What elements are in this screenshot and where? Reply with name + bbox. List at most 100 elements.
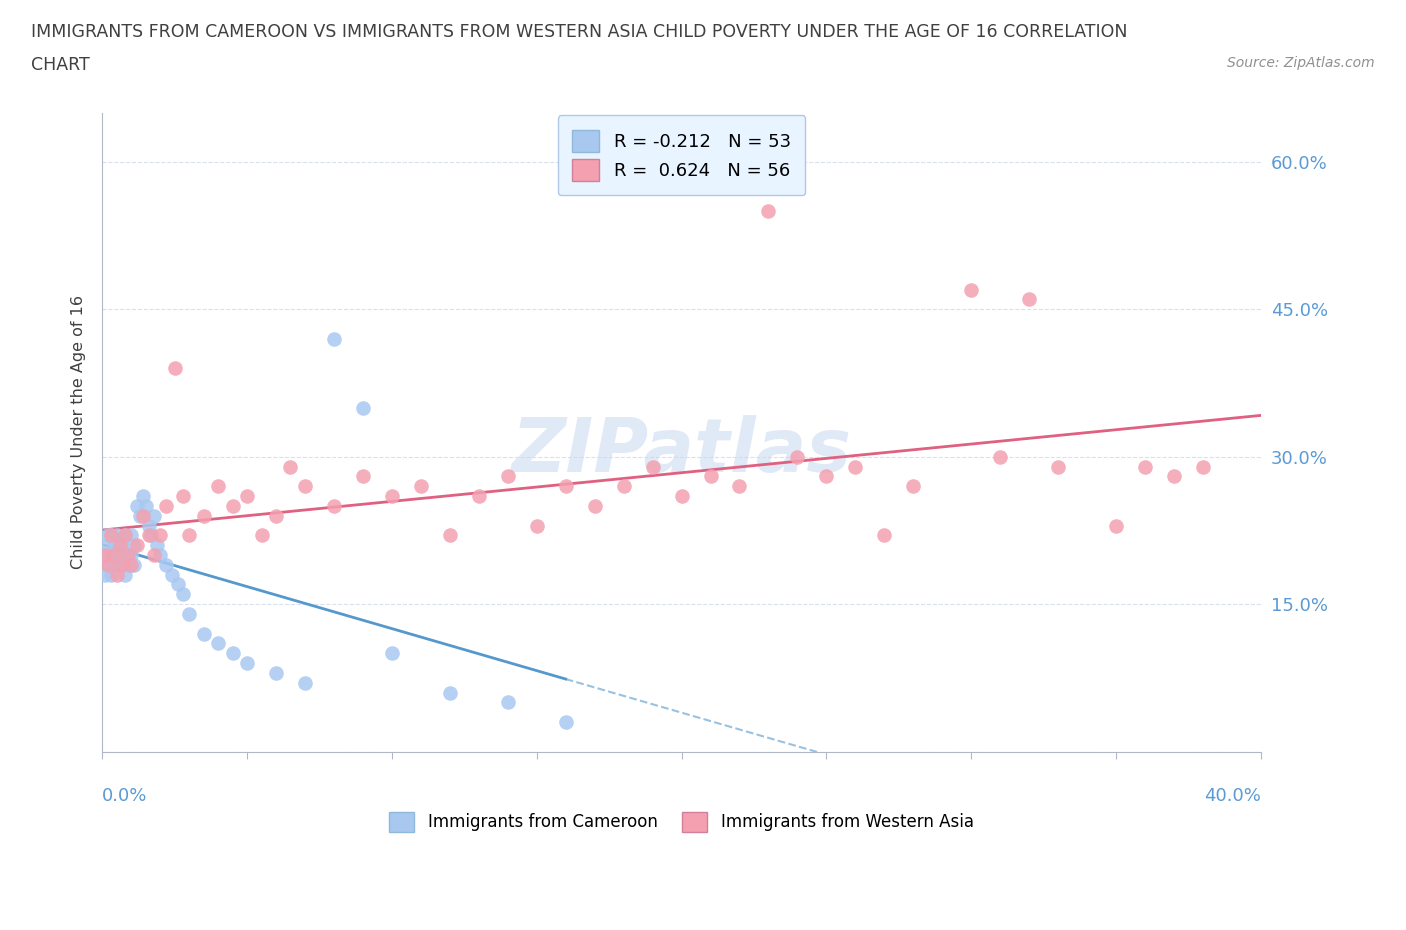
Point: [114, 548, 136, 563]
Point: [100, 548, 122, 563]
Point: [409, 479, 432, 494]
Point: [758, 204, 780, 219]
Point: [122, 538, 145, 552]
Point: [138, 528, 160, 543]
Point: [125, 538, 148, 552]
Point: [97, 557, 120, 572]
Point: [381, 645, 404, 660]
Point: [166, 577, 188, 591]
Point: [111, 557, 134, 572]
Point: [526, 518, 548, 533]
Point: [172, 488, 194, 503]
Point: [111, 538, 134, 552]
Point: [100, 528, 122, 543]
Point: [844, 459, 866, 474]
Point: [873, 528, 896, 543]
Point: [117, 557, 139, 572]
Point: [143, 548, 166, 563]
Point: [193, 626, 215, 641]
Point: [815, 469, 838, 484]
Point: [117, 548, 139, 563]
Point: [122, 557, 145, 572]
Point: [146, 538, 169, 552]
Point: [671, 488, 693, 503]
Point: [132, 508, 155, 523]
Point: [103, 557, 125, 572]
Point: [496, 469, 519, 484]
Point: [108, 548, 131, 563]
Point: [143, 508, 166, 523]
Point: [988, 449, 1011, 464]
Point: [583, 498, 606, 513]
Point: [120, 528, 142, 543]
Text: 40.0%: 40.0%: [1204, 787, 1261, 804]
Point: [103, 538, 125, 552]
Point: [439, 685, 461, 700]
Point: [97, 538, 120, 552]
Point: [105, 528, 128, 543]
Point: [163, 361, 186, 376]
Point: [728, 479, 751, 494]
Point: [1163, 469, 1185, 484]
Point: [141, 528, 163, 543]
Point: [236, 656, 259, 671]
Point: [120, 548, 142, 563]
Point: [97, 557, 120, 572]
Point: [193, 508, 215, 523]
Point: [155, 498, 177, 513]
Text: CHART: CHART: [31, 56, 90, 73]
Point: [100, 528, 122, 543]
Point: [323, 498, 346, 513]
Point: [699, 469, 721, 484]
Point: [221, 498, 243, 513]
Point: [468, 488, 491, 503]
Point: [294, 675, 316, 690]
Point: [613, 479, 636, 494]
Point: [786, 449, 808, 464]
Point: [105, 567, 128, 582]
Point: [111, 557, 134, 572]
Point: [264, 666, 287, 681]
Point: [179, 528, 201, 543]
Point: [94, 567, 117, 582]
Point: [132, 488, 155, 503]
Point: [172, 587, 194, 602]
Point: [903, 479, 925, 494]
Point: [1047, 459, 1070, 474]
Point: [149, 528, 172, 543]
Point: [120, 557, 142, 572]
Point: [105, 557, 128, 572]
Point: [138, 518, 160, 533]
Point: [114, 567, 136, 582]
Point: [105, 548, 128, 563]
Point: [103, 548, 125, 563]
Point: [496, 695, 519, 710]
Point: [100, 567, 122, 582]
Point: [554, 714, 576, 729]
Point: [1018, 292, 1040, 307]
Point: [97, 528, 120, 543]
Point: [554, 479, 576, 494]
Text: 0.0%: 0.0%: [103, 787, 148, 804]
Legend: Immigrants from Cameroon, Immigrants from Western Asia: Immigrants from Cameroon, Immigrants fro…: [375, 798, 987, 845]
Point: [94, 548, 117, 563]
Point: [294, 479, 316, 494]
Point: [128, 508, 150, 523]
Y-axis label: Child Poverty Under the Age of 16: Child Poverty Under the Age of 16: [72, 295, 86, 569]
Point: [960, 282, 983, 297]
Point: [160, 567, 183, 582]
Point: [207, 479, 229, 494]
Point: [114, 528, 136, 543]
Point: [439, 528, 461, 543]
Point: [117, 548, 139, 563]
Point: [250, 528, 273, 543]
Point: [125, 498, 148, 513]
Text: ZIPatlas: ZIPatlas: [512, 415, 852, 488]
Point: [641, 459, 664, 474]
Point: [114, 528, 136, 543]
Point: [352, 400, 374, 415]
Point: [94, 548, 117, 563]
Text: Source: ZipAtlas.com: Source: ZipAtlas.com: [1227, 56, 1375, 70]
Point: [280, 459, 302, 474]
Point: [135, 498, 157, 513]
